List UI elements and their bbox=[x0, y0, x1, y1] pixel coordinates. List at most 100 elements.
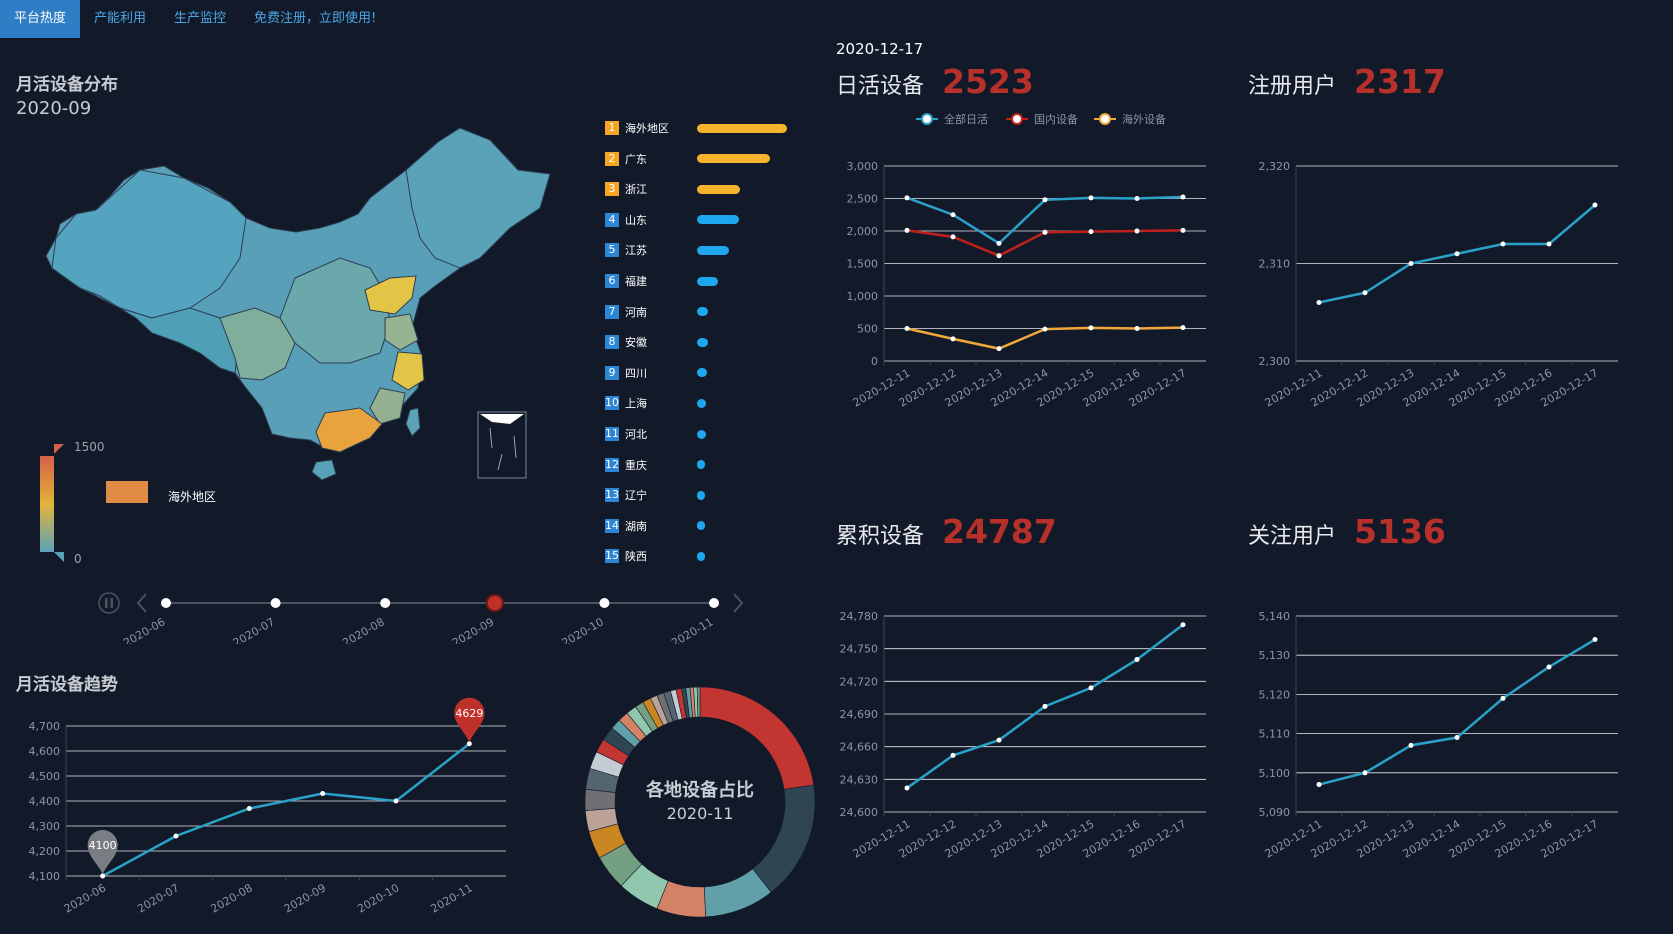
data-point[interactable] bbox=[1134, 196, 1140, 201]
followers-chart[interactable]: 5,0905,1005,1105,1205,1305,1402020-12-11… bbox=[1248, 590, 1628, 880]
color-range-slider[interactable] bbox=[38, 440, 78, 564]
ranking-bar bbox=[697, 276, 718, 286]
timeline-point[interactable] bbox=[380, 598, 391, 608]
data-point[interactable] bbox=[1042, 326, 1048, 332]
data-point[interactable] bbox=[1088, 325, 1094, 331]
map-region-taiwan bbox=[405, 407, 421, 437]
data-point[interactable] bbox=[904, 195, 910, 201]
ranking-name: 湖南 bbox=[625, 519, 647, 533]
data-point[interactable] bbox=[1134, 326, 1140, 331]
legend-label[interactable]: 海外设备 bbox=[1122, 112, 1166, 126]
map-section-date: 2020-09 bbox=[16, 98, 92, 119]
data-point[interactable] bbox=[904, 785, 910, 791]
map-region-northeast bbox=[405, 127, 551, 269]
data-point[interactable] bbox=[996, 346, 1002, 352]
data-point[interactable] bbox=[1546, 241, 1552, 247]
legend-label[interactable]: 全部日活 bbox=[944, 112, 988, 126]
timeline[interactable]: 2020-06 2020-07 2020-08 2020-09 2020-10 2020-… bbox=[90, 584, 750, 644]
data-point[interactable] bbox=[950, 212, 956, 218]
donut-slice[interactable] bbox=[699, 686, 815, 790]
x-tick-label: 2020-11 bbox=[429, 881, 475, 915]
registered-users-value: 2317 bbox=[1354, 62, 1446, 101]
registered-users-chart[interactable]: 2,3002,3102,3202020-12-112020-12-122020-… bbox=[1248, 108, 1628, 428]
timeline-point[interactable] bbox=[485, 594, 504, 612]
y-tick-label: 5,110 bbox=[1259, 728, 1291, 741]
data-point[interactable] bbox=[950, 336, 956, 342]
data-point[interactable] bbox=[996, 253, 1002, 259]
data-point[interactable] bbox=[1408, 261, 1414, 266]
data-point[interactable] bbox=[393, 798, 399, 804]
data-point[interactable] bbox=[1134, 657, 1140, 663]
ranking-number: 3 bbox=[605, 182, 619, 197]
data-point[interactable] bbox=[1180, 227, 1186, 233]
data-point[interactable] bbox=[1088, 195, 1094, 201]
data-point[interactable] bbox=[1180, 622, 1186, 628]
data-point[interactable] bbox=[1316, 300, 1322, 305]
ranking-bar bbox=[697, 123, 787, 133]
donut-slice[interactable] bbox=[696, 686, 701, 718]
data-point[interactable] bbox=[996, 240, 1002, 246]
legend-label[interactable]: 国内设备 bbox=[1034, 112, 1078, 126]
ranking-row: 10 上海 bbox=[605, 393, 707, 413]
data-point[interactable] bbox=[1088, 685, 1094, 691]
data-point[interactable] bbox=[904, 326, 910, 331]
data-point[interactable] bbox=[1454, 735, 1460, 741]
timeline-point[interactable] bbox=[270, 598, 281, 608]
data-point[interactable] bbox=[1454, 251, 1460, 257]
donut-date: 2020-11 bbox=[666, 804, 734, 823]
ranking-name: 河北 bbox=[625, 428, 647, 441]
map-region-guangdong bbox=[315, 407, 383, 453]
data-point[interactable] bbox=[1042, 229, 1048, 235]
cumulative-devices-chart[interactable]: 24,600 24,630 24,660 24,690 24,720 24,750 24,7… bbox=[836, 590, 1216, 880]
daily-active-chart[interactable]: 05001,0001,5002,0002,5003,0002020-12-112… bbox=[836, 108, 1216, 428]
map-region-sichuan bbox=[219, 307, 296, 381]
data-point[interactable] bbox=[1180, 194, 1186, 200]
ranking-bar bbox=[697, 551, 705, 561]
data-point[interactable] bbox=[1316, 782, 1322, 788]
ranking-row: 2 广东 bbox=[605, 149, 770, 169]
data-point[interactable] bbox=[466, 741, 472, 747]
overseas-region-label: 海外地区 bbox=[168, 490, 217, 504]
tab-production-monitoring[interactable]: 生产监控 bbox=[174, 11, 227, 26]
data-point[interactable] bbox=[996, 737, 1002, 743]
tab-platform-heat[interactable]: 平台热度 bbox=[0, 0, 81, 38]
data-point[interactable] bbox=[950, 234, 956, 240]
region-share-donut[interactable] bbox=[580, 682, 820, 922]
data-point[interactable] bbox=[1042, 197, 1048, 203]
data-point[interactable] bbox=[904, 227, 910, 233]
y-tick-label: 4,100 bbox=[29, 870, 61, 883]
y-tick-label: 5,100 bbox=[1259, 767, 1291, 780]
ranking-name: 广东 bbox=[625, 152, 647, 166]
data-point[interactable] bbox=[1408, 742, 1414, 748]
value-pin-marker[interactable]: 4629 bbox=[454, 697, 485, 742]
ranking-number: 13 bbox=[605, 488, 619, 503]
data-point[interactable] bbox=[1546, 664, 1552, 670]
data-point[interactable] bbox=[1500, 241, 1506, 247]
tab-capacity-utilization[interactable]: 产能利用 bbox=[94, 11, 147, 26]
data-point[interactable] bbox=[173, 833, 179, 839]
data-point[interactable] bbox=[246, 806, 252, 811]
data-point[interactable] bbox=[1134, 228, 1140, 234]
timeline-point[interactable] bbox=[709, 598, 719, 608]
monthly-trend-chart[interactable]: 4,100 4,200 4,300 4,400 4,500 4,600 4,700 2020-… bbox=[0, 690, 520, 920]
data-point[interactable] bbox=[950, 752, 956, 758]
china-map[interactable] bbox=[40, 118, 560, 518]
timeline-point[interactable] bbox=[599, 598, 610, 608]
data-point[interactable] bbox=[1042, 703, 1048, 709]
data-point[interactable] bbox=[100, 873, 106, 879]
data-point[interactable] bbox=[1500, 695, 1506, 701]
tab-free-register[interactable]: 免费注册，立即使用! bbox=[254, 11, 377, 26]
timeline-point[interactable] bbox=[161, 598, 171, 608]
data-point[interactable] bbox=[1362, 290, 1368, 296]
ranking-bar bbox=[697, 154, 770, 164]
data-point[interactable] bbox=[1362, 770, 1368, 776]
data-point[interactable] bbox=[320, 791, 326, 796]
data-point[interactable] bbox=[1592, 637, 1598, 643]
data-point[interactable] bbox=[1592, 202, 1598, 208]
ranking-name: 安徽 bbox=[625, 336, 647, 350]
data-point[interactable] bbox=[1088, 229, 1094, 235]
y-tick-label: 2,310 bbox=[1259, 258, 1291, 271]
value-pin-marker[interactable]: 4100 bbox=[87, 830, 118, 874]
y-tick-label: 2,320 bbox=[1259, 160, 1291, 173]
data-point[interactable] bbox=[1180, 325, 1186, 331]
